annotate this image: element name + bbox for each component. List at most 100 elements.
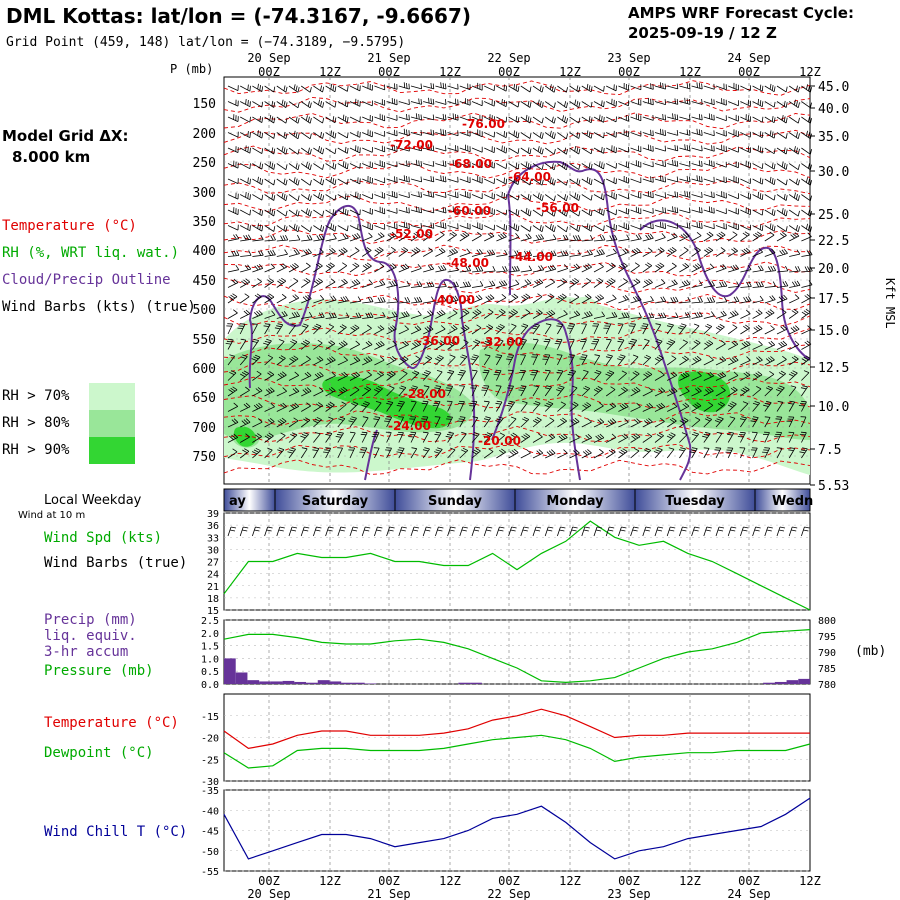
- wind-barb: [569, 163, 581, 170]
- wind-barb: [288, 223, 300, 233]
- height-tick-label: 5.53: [818, 479, 849, 494]
- wind-barb: [788, 116, 800, 124]
- wind-barb: [603, 323, 612, 335]
- precip-bar: [786, 680, 799, 684]
- pressure-tick-label: 780: [818, 680, 836, 691]
- precip-bar: [763, 682, 775, 684]
- wind-barb: [764, 356, 775, 366]
- wind-barb: [252, 101, 264, 108]
- wind-barb: [520, 114, 532, 124]
- wind-barb: [789, 249, 801, 257]
- wind-barb: [252, 194, 264, 201]
- wind-barb: [337, 178, 349, 185]
- wind-barb: [557, 115, 568, 124]
- wind-barb: [410, 83, 422, 90]
- wind-barb: [349, 233, 361, 242]
- temperature-contour: [223, 410, 811, 426]
- wind-barb: [618, 100, 629, 107]
- wind-barb: [630, 99, 642, 106]
- pressure-tick-labels: 150 200 250 300 350 400 450 500 550 600 650 700 750: [193, 97, 216, 465]
- wind-barb: [470, 385, 478, 397]
- wind-barb: [752, 209, 764, 216]
- wind-barb: [532, 85, 544, 93]
- wind-barb: [483, 432, 493, 443]
- wind-barb: [313, 371, 324, 381]
- wind-barb: [410, 447, 418, 459]
- wind-barb: [445, 431, 455, 443]
- wind-barb: [239, 433, 250, 443]
- wind-barb: [630, 354, 639, 366]
- top-day-label: 20 Sep: [247, 51, 290, 65]
- wind-barb: [361, 371, 372, 381]
- wind-barb: [679, 97, 691, 105]
- wind-barb: [679, 387, 690, 397]
- wind-barb: [764, 176, 776, 186]
- legend-rh90-swatch: [89, 437, 135, 464]
- wind-barb: [471, 146, 483, 153]
- wind-barb: [569, 263, 581, 273]
- wind-barb: [740, 114, 751, 123]
- wind-barb: [774, 431, 783, 443]
- wind-barb: [459, 191, 471, 199]
- wind-barb: [398, 128, 410, 136]
- wind-barb: [239, 386, 250, 397]
- wind-barb: [276, 209, 288, 217]
- wind-barb: [386, 340, 397, 350]
- wind-barb: [471, 339, 481, 350]
- wind-barb: [374, 99, 386, 106]
- wind-barb: [667, 312, 679, 319]
- top-hour-label: 00Z: [498, 65, 520, 79]
- wind-barb: [703, 387, 714, 397]
- wind-barb: [691, 355, 702, 366]
- wind-barb: [727, 401, 737, 412]
- wind-barb: [752, 401, 761, 412]
- wind-barb: [691, 402, 702, 412]
- wind-barb: [532, 449, 544, 459]
- pressure-tick-label: 150: [193, 97, 216, 112]
- wind-barb: [581, 249, 593, 257]
- temperature-contour: [223, 312, 811, 327]
- wind-barb: [642, 176, 654, 183]
- wind-barb: [801, 355, 811, 366]
- surface-wind-barb: [459, 526, 468, 537]
- wind-barb: [276, 249, 288, 257]
- wind-barb: [447, 83, 459, 90]
- wind-barb: [276, 85, 288, 93]
- wind-barb: [484, 280, 496, 288]
- wind-barb: [728, 161, 739, 169]
- wind-barb: [398, 297, 411, 304]
- wind-barb: [447, 309, 458, 319]
- wind-barb: [349, 223, 361, 231]
- wind-barb: [496, 163, 508, 170]
- wind-barb: [715, 176, 727, 184]
- wind-barb: [301, 371, 312, 381]
- wind-barb: [348, 416, 357, 428]
- wind-barb: [581, 83, 593, 93]
- cycle-date: 2025-09-19 / 12 Z: [628, 24, 777, 42]
- wind-barb: [667, 113, 679, 121]
- wind-barb: [679, 129, 691, 136]
- wind-barb: [374, 192, 386, 199]
- wind-barb: [762, 447, 771, 459]
- wind-barb: [800, 416, 807, 428]
- wind-barb: [630, 433, 641, 443]
- wind-barb: [691, 160, 703, 167]
- wind-barb: [642, 432, 653, 443]
- wind-barb: [288, 262, 299, 273]
- wind-barb: [654, 221, 666, 229]
- wind-barb: [325, 340, 336, 350]
- wind-barb: [484, 178, 495, 185]
- wind-barb: [654, 247, 665, 257]
- temperature-label: Temperature (°C): [44, 715, 179, 731]
- wind-barb: [667, 387, 678, 397]
- wind-barb: [459, 431, 467, 443]
- wind-barb: [752, 265, 764, 273]
- wind-barb: [435, 370, 443, 381]
- wind-barb: [386, 83, 398, 90]
- surface-wind-barb: [252, 526, 261, 537]
- wind-barb: [788, 192, 800, 202]
- wind-barb: [484, 249, 496, 257]
- wind-barb: [679, 312, 691, 319]
- wind-barb: [398, 263, 410, 273]
